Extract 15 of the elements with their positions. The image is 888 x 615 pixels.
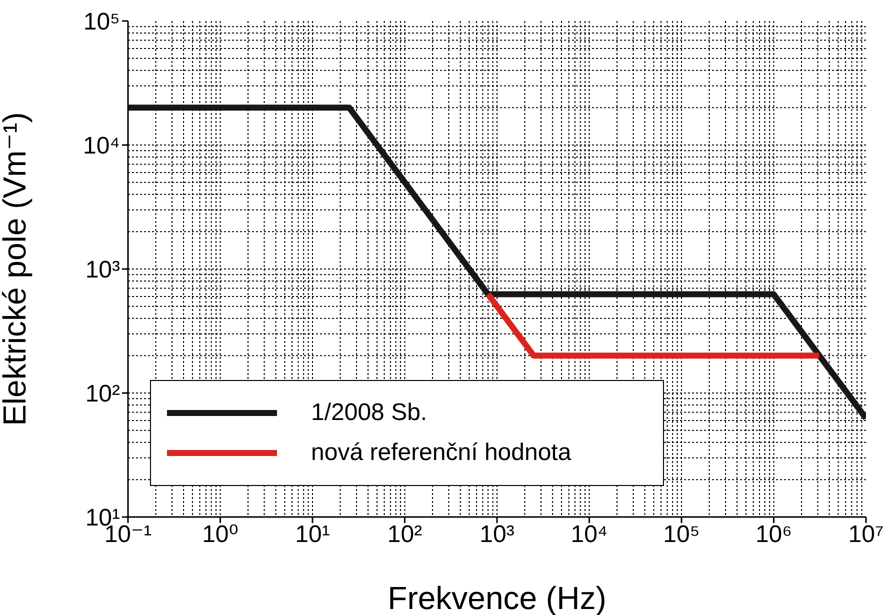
x-tick-label: 10⁶ <box>755 521 792 548</box>
x-tick-label: 10⁷ <box>848 521 884 548</box>
x-tick-label: 10⁵ <box>663 521 700 548</box>
y-tick-label: 10⁴ <box>82 132 120 160</box>
x-tick-label: 10³ <box>480 521 514 548</box>
y-axis-title: Elektrické pole (Vm⁻¹) <box>0 112 32 426</box>
legend-label: nová referenční hodnota <box>311 439 572 467</box>
x-tick-label: 10¹ <box>295 521 330 548</box>
x-tick-label: 10⁰ <box>202 521 238 548</box>
y-tick-label: 10³ <box>85 256 120 284</box>
legend-label: 1/2008 Sb. <box>311 399 428 427</box>
y-tick-label: 10² <box>85 380 120 408</box>
y-tick-label: 10⁵ <box>83 8 120 36</box>
x-tick-label: 10² <box>387 521 422 548</box>
x-tick-label: 10⁴ <box>570 521 608 548</box>
